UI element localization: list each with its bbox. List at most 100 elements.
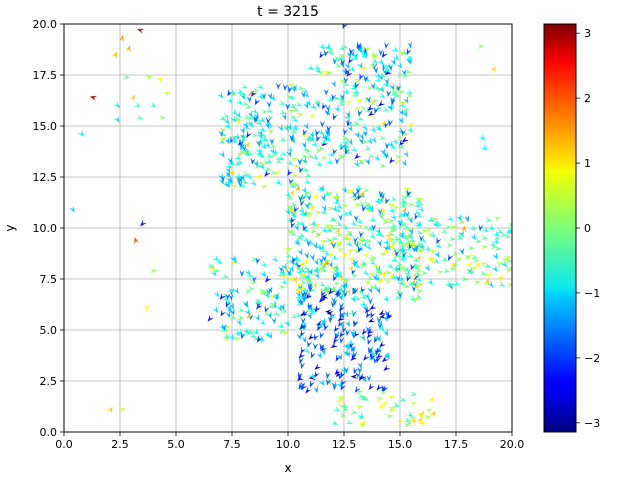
vector-arrow (449, 266, 457, 272)
vector-arrow (378, 325, 385, 332)
vector-arrow (279, 109, 287, 115)
colorbar-tick-label: 3 (584, 27, 591, 40)
vector-arrow (302, 192, 309, 198)
vector-arrow (361, 241, 368, 248)
vector-arrow (364, 47, 371, 53)
vector-arrow (398, 249, 406, 255)
vector-arrow (287, 195, 294, 201)
vector-arrow (353, 215, 359, 222)
vector-arrow (337, 315, 345, 322)
vector-arrow (467, 268, 475, 274)
vector-arrow (410, 263, 416, 271)
vector-arrow (356, 115, 364, 121)
vector-arrow (300, 272, 307, 279)
vector-arrow (315, 101, 320, 108)
vector-arrow (343, 366, 349, 374)
vector-arrow (302, 129, 308, 136)
vector-arrow (357, 236, 364, 242)
vector-arrow (321, 321, 327, 328)
vector-arrow (307, 340, 312, 348)
vector-arrow (314, 232, 322, 237)
vector-arrow (401, 159, 407, 167)
vector-arrow (493, 231, 500, 237)
vector-arrow (298, 352, 305, 359)
vector-arrow (258, 161, 266, 167)
vector-arrow (287, 86, 293, 94)
vector-arrow (492, 265, 498, 273)
vector-arrow (375, 76, 382, 83)
vector-arrow (252, 276, 257, 283)
vector-arrow (397, 212, 405, 218)
vector-arrow (250, 179, 257, 186)
vector-arrow (324, 259, 329, 267)
vector-arrow (340, 312, 345, 320)
vector-arrow (387, 218, 395, 224)
vector-arrow (317, 145, 325, 151)
vector-arrow (412, 262, 420, 268)
vector-arrow (261, 109, 269, 115)
vector-arrow (326, 125, 332, 133)
vector-arrow (314, 333, 319, 341)
vector-arrow (221, 324, 227, 331)
vector-arrow (375, 124, 382, 131)
vector-arrow (356, 405, 364, 411)
vector-arrow (325, 130, 331, 138)
vector-arrow (264, 122, 270, 130)
vector-arrow (278, 328, 286, 334)
vector-arrow (321, 204, 327, 212)
vector-arrow (379, 72, 387, 78)
vector-arrow (355, 371, 361, 379)
x-tick-label: 2.5 (111, 438, 129, 451)
vector-arrow (331, 205, 338, 213)
vector-arrow (382, 385, 388, 393)
vector-arrow (300, 317, 306, 325)
vector-arrow (387, 104, 393, 112)
vector-arrow (335, 232, 343, 238)
vector-arrow (321, 261, 328, 269)
vector-arrow (319, 379, 324, 387)
vector-arrow (404, 245, 412, 251)
vector-arrow (388, 207, 395, 214)
vector-arrow (350, 295, 356, 303)
vector-arrow (341, 43, 349, 49)
vector-arrow (351, 273, 358, 279)
vector-arrow (301, 91, 306, 99)
vector-arrow (345, 329, 351, 337)
vector-arrow (446, 215, 454, 222)
vector-arrow (278, 100, 286, 105)
vector-arrow (270, 152, 278, 158)
vector-arrow (369, 233, 376, 239)
vector-arrow (507, 283, 512, 288)
vector-arrow (374, 349, 380, 357)
vector-arrow (316, 352, 322, 359)
vector-arrow (252, 116, 258, 123)
vector-arrow (367, 105, 374, 111)
vector-arrow (302, 236, 310, 242)
vector-arrow (323, 190, 331, 197)
vector-arrow (415, 268, 423, 274)
vector-arrow (320, 120, 325, 128)
vector-arrow (89, 95, 97, 101)
x-axis-ticks: 0.0 2.5 5.0 7.5 10.0 12.5 15.0 17.5 20.0 (55, 432, 524, 451)
vector-arrow (273, 169, 280, 176)
vector-arrow (225, 162, 233, 169)
vector-arrow (243, 150, 251, 156)
vector-arrow (445, 280, 453, 286)
vector-arrow (332, 268, 339, 273)
vector-arrow (396, 136, 404, 141)
vector-arrow (300, 381, 306, 389)
vector-arrow (337, 395, 345, 401)
vector-arrow (407, 122, 414, 129)
vector-arrow (300, 362, 305, 370)
vector-arrow (409, 243, 417, 249)
vector-arrow (390, 58, 396, 66)
vector-arrow (112, 51, 117, 59)
vector-arrow (398, 275, 405, 282)
vector-arrow (359, 264, 367, 270)
vector-arrow (370, 353, 376, 361)
vector-arrow (292, 276, 297, 284)
vector-arrow (358, 289, 366, 295)
vector-arrow (373, 67, 379, 74)
vector-arrow (359, 73, 365, 81)
vector-arrow (358, 159, 366, 165)
